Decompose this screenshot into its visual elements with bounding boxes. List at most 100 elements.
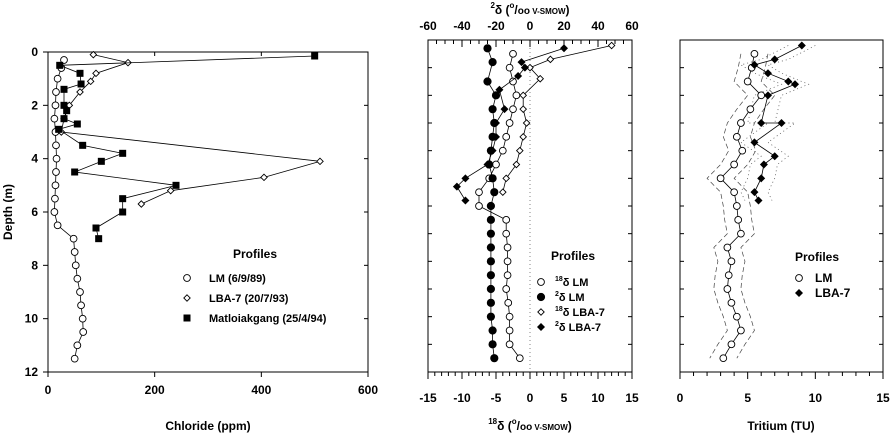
x2-tick-label: 20	[557, 19, 571, 33]
data-point	[791, 80, 800, 89]
legend-label: Matloiakgang (25/4/94)	[209, 313, 327, 325]
data-point	[743, 77, 752, 86]
x-tick-label: -10	[453, 391, 471, 405]
data-point	[727, 340, 736, 349]
x-tick-label: 15	[876, 391, 890, 405]
legend-label: 18δ LBA-7	[555, 306, 605, 319]
tritium-ticks: 0 5 10 15	[677, 39, 890, 405]
data-point	[519, 91, 528, 100]
data-point	[486, 257, 495, 266]
data-point	[509, 77, 517, 86]
data-point	[495, 85, 504, 94]
error-band	[706, 53, 749, 359]
data-point	[53, 221, 62, 230]
data-point	[52, 154, 61, 163]
data-point	[76, 288, 84, 296]
data-point	[738, 146, 747, 155]
data-point	[716, 174, 725, 183]
data-point	[52, 88, 60, 96]
data-point	[737, 326, 745, 335]
data-point	[505, 63, 514, 72]
chloride-ticks: 0 2 4 6 8 10 12 0 200 400 600	[25, 45, 379, 397]
x-tick-label: 400	[251, 383, 271, 397]
data-point	[51, 181, 60, 190]
data-point	[486, 243, 495, 252]
y-tick-label: 0	[31, 45, 38, 59]
data-point	[520, 63, 529, 72]
data-point	[52, 168, 60, 176]
chloride-x-axis-label: Chloride (ppm)	[165, 419, 250, 433]
data-point	[757, 91, 766, 100]
isotope-ticks: -15 -10 -5 0 5 10 15 -60 -40 -20 0 20 40 60	[419, 19, 639, 405]
data-point	[734, 215, 743, 224]
data-point	[77, 80, 85, 88]
isotope-plot-frame	[427, 39, 633, 373]
data-point	[488, 174, 497, 183]
data-point	[797, 41, 806, 50]
data-point	[750, 49, 759, 58]
series-line	[57, 55, 315, 239]
data-point	[70, 354, 79, 363]
data-point	[63, 107, 71, 115]
data-point	[750, 60, 759, 69]
data-point	[512, 91, 521, 100]
legend-marker	[537, 278, 545, 286]
data-point	[119, 208, 127, 216]
data-point	[502, 132, 511, 141]
data-point	[166, 186, 175, 195]
isotope-x-axis-label: 18δ (o/oo V-SMOW)	[488, 417, 572, 433]
data-point	[483, 44, 492, 53]
data-point	[95, 235, 103, 243]
data-point	[777, 119, 786, 127]
isotope-series-2	[498, 41, 616, 197]
data-point	[502, 215, 511, 224]
data-point	[502, 285, 511, 293]
data-point	[503, 243, 512, 252]
data-point	[97, 157, 105, 165]
chloride-series-1	[57, 50, 324, 208]
data-point	[723, 243, 732, 252]
chloride-panel: 0 2 4 6 8 10 12 0 200 400 600 Chloride (ppm) Depth…	[1, 45, 378, 433]
data-point	[488, 58, 497, 67]
error-band	[740, 45, 789, 201]
data-point	[492, 132, 500, 141]
x-tick-label: 15	[625, 391, 639, 405]
data-point	[724, 271, 733, 280]
x2-tick-label: -20	[487, 19, 505, 33]
legend-label: LM	[815, 271, 832, 285]
tritium-x-axis-label: Tritium (TU)	[747, 419, 814, 433]
data-point	[452, 182, 461, 191]
data-point	[730, 188, 738, 197]
data-point	[77, 301, 85, 310]
legend-marker	[183, 294, 191, 302]
data-point	[491, 91, 501, 100]
data-point	[69, 234, 78, 243]
data-point	[475, 202, 483, 210]
data-point	[488, 105, 497, 114]
data-point	[316, 157, 324, 166]
data-point	[607, 41, 616, 50]
data-point	[56, 61, 64, 69]
data-point	[486, 229, 495, 238]
data-point	[505, 326, 514, 335]
data-point	[119, 195, 127, 203]
isotope-series-0	[475, 49, 524, 363]
x-tick-label: -15	[419, 391, 437, 405]
data-point	[770, 152, 779, 161]
data-point	[509, 105, 517, 114]
data-point	[311, 52, 319, 60]
data-point	[60, 56, 68, 64]
error-band	[767, 45, 816, 201]
data-point	[536, 74, 545, 83]
data-point	[492, 160, 500, 169]
tritium-series-0	[716, 49, 766, 363]
data-point	[502, 174, 511, 183]
data-point	[490, 188, 499, 197]
data-point	[737, 119, 745, 127]
data-point	[51, 101, 60, 110]
depth-y-axis-label: Depth (m)	[1, 184, 15, 240]
data-point	[488, 326, 497, 335]
data-point	[53, 74, 62, 83]
